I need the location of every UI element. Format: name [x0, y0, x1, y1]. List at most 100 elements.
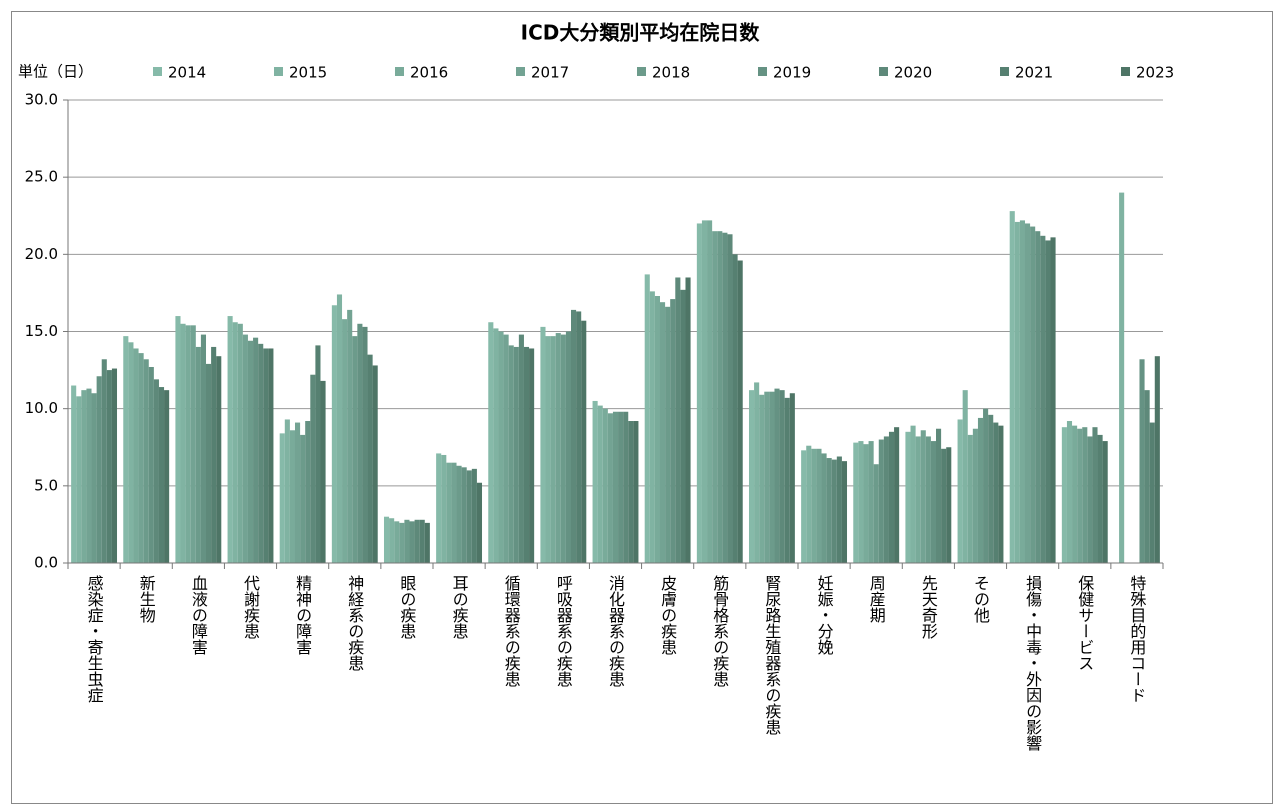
x-tick-label: 筋骨格系の疾患	[710, 575, 729, 687]
bar	[336, 294, 343, 563]
y-axis-label: 単位（日）	[18, 63, 93, 81]
bar	[1072, 425, 1078, 563]
bar	[399, 522, 405, 563]
bar	[493, 328, 499, 563]
bar	[1009, 211, 1015, 563]
bar	[774, 388, 780, 563]
bar	[106, 370, 112, 563]
bar	[957, 419, 963, 563]
chart-frame	[11, 11, 1273, 804]
x-tick-label: 先天奇形	[919, 575, 938, 639]
bar	[925, 436, 931, 563]
bar	[138, 353, 144, 563]
bar	[779, 390, 785, 563]
bar	[801, 450, 807, 563]
bar	[352, 336, 358, 563]
y-tick-label: 5.0	[34, 476, 58, 494]
x-tick-label: 保健サービス	[1075, 575, 1094, 671]
bar	[858, 441, 864, 563]
bar	[76, 396, 82, 563]
bar	[722, 232, 728, 563]
bar	[759, 394, 765, 563]
bar	[253, 337, 259, 563]
bar	[769, 391, 775, 563]
bar	[498, 331, 504, 563]
bar	[1066, 421, 1073, 563]
bar	[1050, 237, 1056, 563]
bar	[649, 291, 655, 563]
legend-swatch	[1000, 67, 1009, 76]
bar	[436, 453, 442, 563]
bar	[670, 299, 676, 563]
bar	[680, 289, 686, 563]
bar	[863, 444, 869, 563]
bar	[592, 400, 598, 563]
bar	[1097, 434, 1103, 563]
bar	[268, 348, 274, 563]
bar	[581, 320, 587, 563]
bar	[789, 393, 795, 563]
bar	[232, 322, 238, 563]
y-tick-label: 20.0	[25, 245, 58, 263]
bar	[1061, 427, 1067, 563]
bar	[555, 333, 561, 563]
bar	[446, 462, 452, 563]
bar	[242, 334, 248, 563]
bar	[1139, 359, 1145, 563]
bar	[821, 453, 827, 563]
bar	[101, 359, 107, 563]
y-tick-label: 30.0	[25, 91, 58, 109]
bar	[696, 223, 702, 563]
bar	[618, 411, 624, 563]
bar	[737, 260, 743, 563]
bar	[993, 422, 999, 563]
x-tick-label: 新生物	[137, 575, 156, 624]
bar	[466, 470, 472, 563]
bar	[665, 306, 671, 563]
x-tick-label: 感染症・寄生虫症	[85, 575, 104, 703]
bar	[258, 343, 264, 563]
bar	[571, 309, 577, 563]
y-tick-label: 0.0	[34, 554, 58, 572]
x-tick-label: 精神の障害	[293, 575, 312, 655]
bar	[836, 456, 842, 563]
bar	[784, 397, 790, 563]
bar	[701, 220, 708, 563]
bar	[424, 522, 430, 563]
bar	[915, 436, 921, 563]
x-tick-label: 周産期	[867, 575, 886, 624]
x-tick-label: 消化器系の疾患	[606, 575, 625, 687]
bar	[841, 461, 848, 563]
bar	[910, 425, 916, 563]
bar	[200, 334, 207, 563]
x-tick-label: 妊娠・分娩	[815, 575, 834, 655]
bar	[826, 458, 832, 563]
bar	[518, 334, 524, 563]
legend-swatch	[758, 67, 767, 76]
bar	[383, 516, 390, 563]
bar	[133, 348, 139, 563]
bar	[883, 436, 889, 563]
bar	[441, 454, 447, 563]
bar	[1154, 356, 1160, 563]
bar	[806, 445, 812, 563]
bar	[941, 448, 947, 563]
bar	[831, 459, 837, 563]
x-tick-label: 特殊目的用コード	[1127, 575, 1146, 703]
bar	[331, 305, 337, 563]
bar	[967, 434, 973, 563]
bar	[983, 408, 989, 563]
bar	[873, 464, 879, 563]
bar	[456, 465, 462, 563]
bar	[503, 334, 509, 563]
legend-swatch	[879, 67, 888, 76]
x-tick-label: 損傷・中毒・外因の影響	[1023, 575, 1042, 751]
bar	[389, 518, 395, 563]
bar	[1035, 231, 1041, 563]
legend-swatch	[274, 67, 283, 76]
legend-label: 2018	[652, 64, 690, 82]
bar	[868, 441, 874, 563]
bar	[342, 319, 348, 563]
x-tick-label: 眼の疾患	[397, 575, 416, 639]
